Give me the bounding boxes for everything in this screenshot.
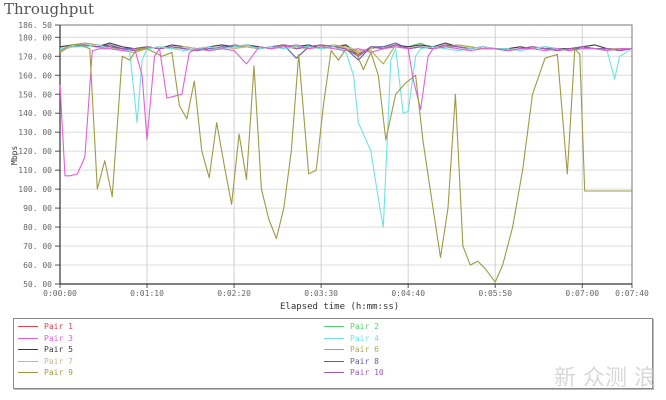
y-tick-label: 186. 50 xyxy=(18,21,52,30)
legend-label: Pair 6 xyxy=(350,345,379,354)
y-tick-label: 50. 00 xyxy=(23,280,52,289)
legend-item: Pair 9 xyxy=(18,368,73,377)
legend-swatch xyxy=(18,372,38,373)
series-pair-9 xyxy=(59,44,632,283)
y-tick-label: 60. 00 xyxy=(23,261,52,270)
axes: 186. 50 180. 00 170. 00 160. 00 150. 00 140. … xyxy=(18,21,649,298)
y-tick-label: 90. 00 xyxy=(23,204,52,213)
plot-frame xyxy=(59,24,633,285)
legend-item: Pair 5 xyxy=(18,345,73,354)
legend-label: Pair 3 xyxy=(44,333,73,343)
legend: Pair 1 Pair 3 Pair 5 Pair 7 Pair 9 Pair 2 Pair… xyxy=(13,318,653,389)
y-tick-label: 70. 00 xyxy=(23,242,52,251)
x-tick-label: 0:01:10 xyxy=(130,289,164,298)
y-tick-label: 150. 00 xyxy=(18,90,52,99)
legend-swatch xyxy=(18,360,38,362)
legend-label: Pair 9 xyxy=(44,368,73,377)
legend-label: Pair 7 xyxy=(44,356,73,366)
legend-swatch xyxy=(18,326,38,327)
y-tick-label: 100. 00 xyxy=(18,185,52,194)
x-tick-label: 0:07:00 xyxy=(565,289,599,298)
y-tick-label: 160. 00 xyxy=(18,71,52,80)
legend-label: Pair 8 xyxy=(350,356,379,366)
y-tick-label: 170. 00 xyxy=(18,52,52,61)
chart-title: Throughput xyxy=(4,0,95,18)
legend-item: Pair 3 xyxy=(18,334,73,343)
legend-item: Pair 6 xyxy=(324,345,379,354)
legend-item: Pair 10 xyxy=(324,368,384,377)
grid-lines xyxy=(60,25,632,284)
y-tick-label: 120. 00 xyxy=(18,147,52,156)
y-tick-label: 140. 00 xyxy=(18,109,52,118)
legend-label: Pair 10 xyxy=(350,368,384,377)
watermark: 新 众测 浪 xyxy=(554,366,656,391)
x-tick-label: 0:02:20 xyxy=(217,289,251,298)
y-axis-label: Mbps xyxy=(10,145,19,165)
y-tick-label: 180. 00 xyxy=(18,33,52,42)
legend-swatch xyxy=(324,360,344,362)
x-tick-label: 0:00:00 xyxy=(43,289,77,298)
series-pair-4 xyxy=(59,44,633,228)
legend-swatch xyxy=(18,337,38,339)
series-pair-7 xyxy=(59,44,632,52)
legend-item: Pair 4 xyxy=(324,334,379,343)
legend-label: Pair 4 xyxy=(350,333,379,343)
x-axis-label: Elapsed time (h:mm:ss) xyxy=(280,302,400,312)
y-tick-label: 130. 00 xyxy=(18,128,52,137)
y-tick-label: 80. 00 xyxy=(23,223,52,232)
legend-item: Pair 7 xyxy=(18,357,73,366)
legend-label: Pair 5 xyxy=(44,345,73,354)
y-tick-label: 110. 00 xyxy=(18,166,52,175)
legend-item: Pair 2 xyxy=(324,322,379,331)
legend-label: Pair 2 xyxy=(350,322,379,331)
legend-swatch xyxy=(324,349,344,350)
legend-swatch xyxy=(324,337,344,339)
x-tick-label: 0:07:40 xyxy=(615,289,649,298)
x-tick-label: 0:03:30 xyxy=(304,289,338,298)
legend-label: Pair 1 xyxy=(44,322,73,331)
x-tick-label: 0:04:40 xyxy=(391,289,425,298)
legend-swatch xyxy=(18,349,38,350)
legend-item: Pair 8 xyxy=(324,357,379,366)
legend-swatch xyxy=(324,372,344,373)
series-lines xyxy=(59,42,633,283)
x-tick-label: 0:05:50 xyxy=(478,289,512,298)
series-pair-3 xyxy=(59,44,632,177)
legend-swatch xyxy=(324,326,344,327)
legend-item: Pair 1 xyxy=(18,322,73,331)
